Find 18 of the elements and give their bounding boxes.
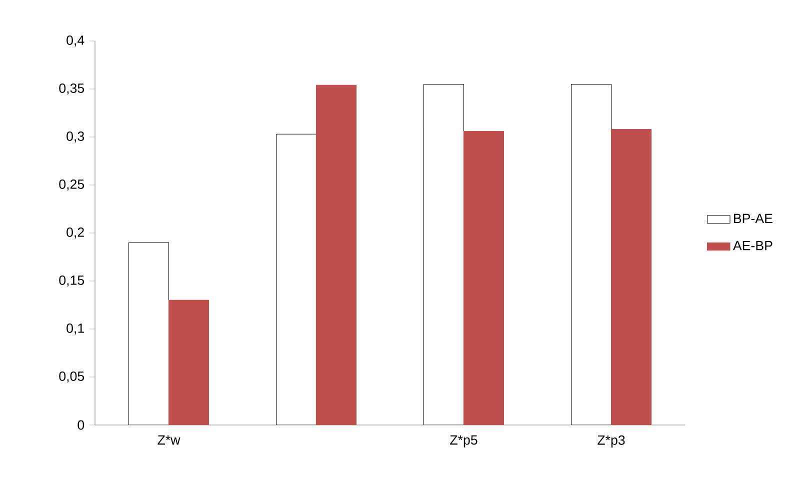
legend-label: AE-BP [732, 240, 772, 250]
y-tick-label: 0 [78, 420, 84, 430]
bar [423, 84, 464, 425]
bar [570, 84, 612, 425]
bar [128, 242, 170, 425]
x-tick-label: Z*p3 [598, 435, 625, 448]
y-tick-label: 0,15 [59, 276, 84, 287]
x-tick-label: Z*w [158, 435, 180, 445]
y-tick-label: 0,2 [66, 228, 84, 239]
y-tick-label: 0,4 [66, 36, 84, 47]
y-tick-label: 0,35 [59, 84, 84, 95]
y-tick-label: 0,25 [59, 180, 84, 191]
y-tick-label: 0,05 [59, 372, 84, 383]
y-tick-label: 0,1 [66, 323, 84, 335]
y-tick-label: 0,3 [66, 132, 84, 143]
x-tick-label: Z*p5 [450, 435, 478, 448]
bar [276, 134, 317, 425]
legend-label: BP-AE [734, 214, 772, 224]
